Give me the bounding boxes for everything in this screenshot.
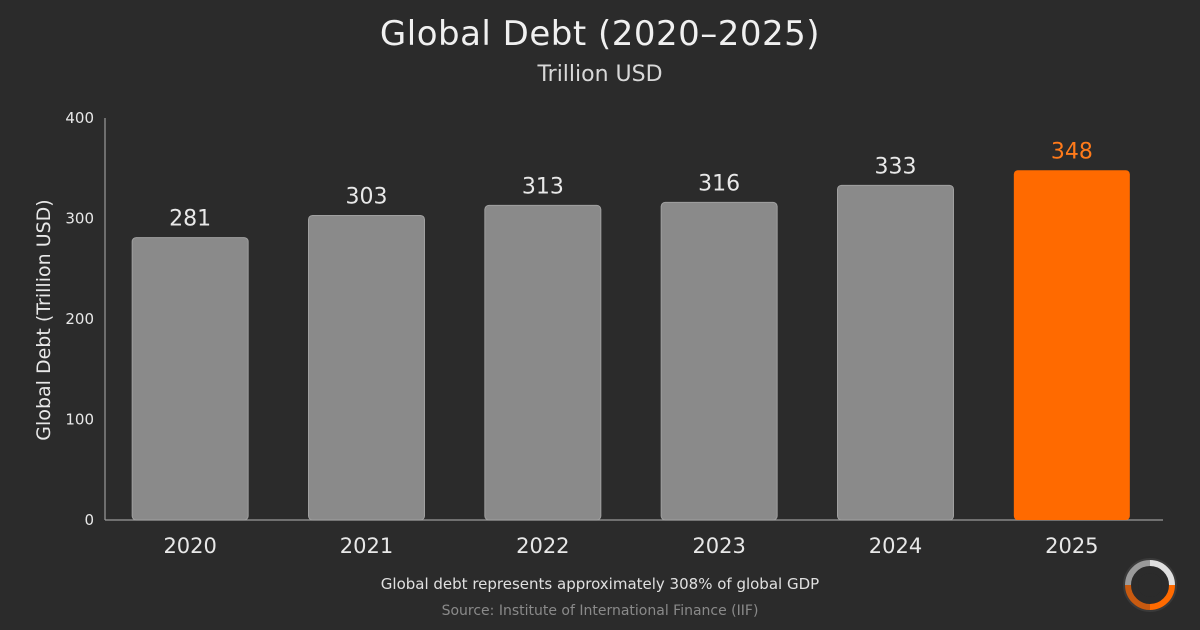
y-tick-label: 200 <box>65 310 94 328</box>
data-label-2024: 333 <box>875 154 917 179</box>
bar-2024 <box>837 184 954 521</box>
footnote: Global debt represents approximately 308… <box>380 575 820 593</box>
data-label-2025: 348 <box>1051 139 1093 164</box>
y-tick-label: 400 <box>65 109 94 127</box>
x-tick-label-2021: 2021 <box>340 534 393 558</box>
data-label-2020: 281 <box>169 207 211 232</box>
data-label-2023: 316 <box>698 171 740 196</box>
chart-bars <box>131 170 1130 521</box>
circular-segments-logo-icon <box>1123 558 1177 612</box>
bar-2023 <box>660 201 778 521</box>
x-tick-label-2020: 2020 <box>163 534 216 558</box>
y-tick-label: 300 <box>65 210 94 228</box>
x-tick-label-2022: 2022 <box>516 534 569 558</box>
y-tick-label: 0 <box>84 511 94 529</box>
y-axis-label: Global Debt (Trillion USD) <box>33 199 55 440</box>
chart-labels: 281 2020 303 2021 313 2022 316 2023 333 2024 348 20… <box>163 139 1098 558</box>
chart-subtitle: Trillion USD <box>537 62 663 87</box>
data-label-2021: 303 <box>346 184 388 209</box>
bar-2021 <box>308 214 425 521</box>
data-label-2022: 313 <box>522 174 564 199</box>
bar-2022 <box>484 204 602 521</box>
x-tick-label-2023: 2023 <box>692 534 745 558</box>
y-tick-label: 100 <box>65 411 94 429</box>
x-tick-label-2024: 2024 <box>869 534 922 558</box>
bar-2020 <box>131 237 249 521</box>
chart-title: Global Debt (2020–2025) <box>379 14 821 54</box>
source-text: Source: Institute of International Finan… <box>441 603 759 619</box>
bar-2025 <box>1013 170 1130 520</box>
x-tick-label-2025: 2025 <box>1045 534 1098 558</box>
chart-axes: 0 100 200 300 400 <box>65 109 1163 529</box>
